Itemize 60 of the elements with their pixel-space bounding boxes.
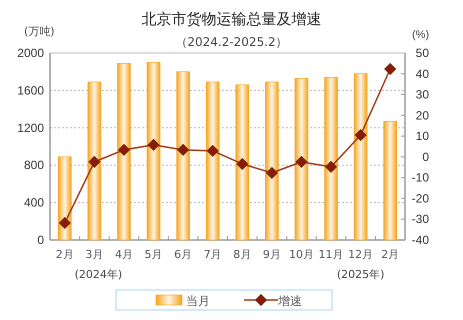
y2-tick-label: -20: [412, 191, 430, 206]
bar: [354, 73, 368, 240]
y-tick-label: 800: [24, 158, 44, 172]
x-tick-label: 2月: [381, 248, 400, 261]
chart-title: 北京市货物运输总量及增速: [142, 10, 322, 28]
y2-tick-label: -10: [412, 170, 430, 185]
bar: [146, 62, 160, 240]
point: [118, 144, 130, 156]
bar: [383, 120, 398, 240]
point: [384, 63, 396, 75]
y2-tick-label: 0: [422, 150, 430, 164]
x-tick-label: 4月: [114, 248, 133, 261]
point: [148, 138, 160, 151]
y-tick-label: 1600: [17, 83, 44, 98]
y-tick-label: 1200: [17, 120, 44, 135]
point: [177, 144, 190, 156]
point: [354, 129, 367, 141]
point: [266, 166, 278, 179]
x-tick-label: 8月: [233, 248, 252, 261]
y2-tick-label: 20: [416, 108, 430, 122]
bar: [58, 156, 72, 240]
legend-label: 增速: [277, 294, 302, 308]
bar: [265, 82, 279, 240]
bar: [206, 82, 220, 240]
bar: [176, 71, 190, 240]
y2-tick-label: -40: [412, 233, 430, 247]
x-tick-label: 2月: [56, 248, 74, 261]
bar: [88, 82, 102, 240]
chart-subtitle: （2024.2-2025.2）: [175, 35, 288, 49]
point: [236, 158, 248, 170]
x-tick-label: 11月: [318, 248, 344, 261]
y2-tick-label: 30: [416, 88, 430, 102]
x-tick-label: 6月: [174, 248, 192, 261]
x-tick-label: 9月: [262, 248, 281, 261]
point: [296, 156, 308, 168]
x-tick-label: 3月: [85, 248, 104, 261]
bar: [235, 84, 250, 240]
bar: [117, 62, 131, 240]
y2-tick-label: 40: [416, 66, 430, 81]
bar: [294, 78, 308, 240]
y2-tick-label: 50: [416, 46, 430, 60]
bar: [324, 77, 338, 240]
x-tick-label: 12月: [348, 248, 374, 261]
point: [88, 156, 100, 168]
legend-label: 当月: [186, 294, 210, 308]
x-tick-label: 10月: [288, 248, 314, 261]
text: (2025年): [336, 268, 384, 281]
y-tick-label: 400: [24, 196, 44, 210]
point: [206, 144, 219, 157]
y2-axis-title: (%): [412, 29, 430, 41]
y2-tick-label: -30: [412, 212, 430, 226]
text: (2024年): [74, 268, 122, 281]
x-tick-label: 7月: [204, 248, 222, 261]
y-tick-label: 2000: [17, 46, 44, 60]
point: [325, 160, 337, 173]
y2-tick-label: 10: [416, 129, 430, 144]
point: [58, 217, 71, 229]
y-tick-label: 0: [37, 233, 44, 247]
y-axis-title: (万吨): [24, 25, 55, 38]
x-tick-label: 5月: [144, 248, 163, 261]
